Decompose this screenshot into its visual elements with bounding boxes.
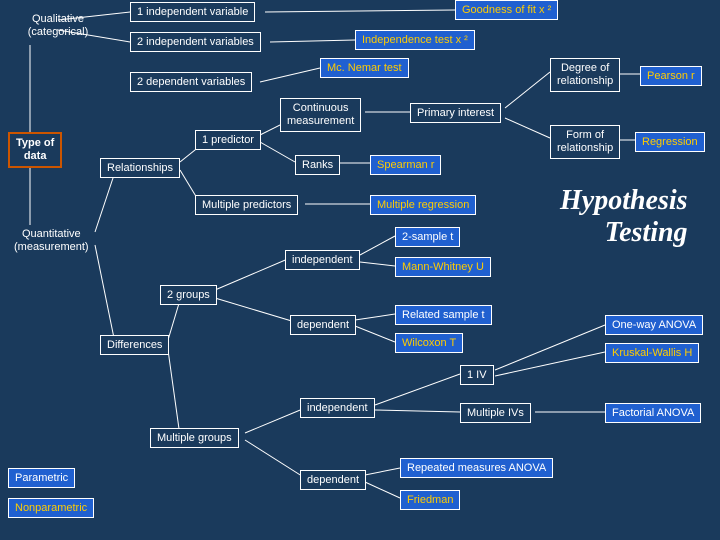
node-anova1: One-way ANOVA [605,315,703,335]
title-line2: Testing [560,217,688,249]
node-fact: Factorial ANOVA [605,403,701,423]
node-relat: Relationships [100,158,180,178]
node-grp2: 2 groups [160,285,217,305]
node-wilc: Wilcoxon T [395,333,463,353]
node-contmeas: Continuous measurement [280,98,361,132]
node-nonparam: Nonparametric [8,498,94,518]
node-degrel: Degree of relationship [550,58,620,92]
node-multreg: Multiple regression [370,195,476,215]
node-iv1: 1 independent variable [130,2,255,22]
node-indep1: independent [285,250,360,270]
node-mcn: Mc. Nemar test [320,58,409,78]
node-krusk: Kruskal-Wallis H [605,343,699,363]
node-dep2: dependent [300,470,366,490]
node-regr: Regression [635,132,705,152]
title-line1: Hypothesis [560,185,688,217]
node-typedata: Type of data [8,132,62,168]
node-param: Parametric [8,468,75,488]
node-indep2: independent [300,398,375,418]
node-multgrp: Multiple groups [150,428,239,448]
node-iv2: 2 independent variables [130,32,261,52]
node-rman: Repeated measures ANOVA [400,458,553,478]
node-qual: Qualitative (categorical) [8,10,108,42]
node-pred1: 1 predictor [195,130,261,150]
node-samp2t: 2-sample t [395,227,460,247]
node-relst: Related sample t [395,305,492,325]
node-dep1: dependent [290,315,356,335]
node-quant: Quantitative (measurement) [8,225,95,257]
node-fried: Friedman [400,490,460,510]
node-formrel: Form of relationship [550,125,620,159]
node-multivs: Multiple IVs [460,403,531,423]
node-iv1b: 1 IV [460,365,494,385]
node-multpred: Multiple predictors [195,195,298,215]
node-diffs: Differences [100,335,169,355]
node-spear: Spearman r [370,155,441,175]
node-indep: Independence test x ² [355,30,475,50]
node-dv2: 2 dependent variables [130,72,252,92]
main-title: Hypothesis Testing [560,185,688,249]
node-gof: Goodness of fit x ² [455,0,558,20]
node-ranks: Ranks [295,155,340,175]
node-primint: Primary interest [410,103,501,123]
node-mannw: Mann-Whitney U [395,257,491,277]
node-pearson: Pearson r [640,66,702,86]
